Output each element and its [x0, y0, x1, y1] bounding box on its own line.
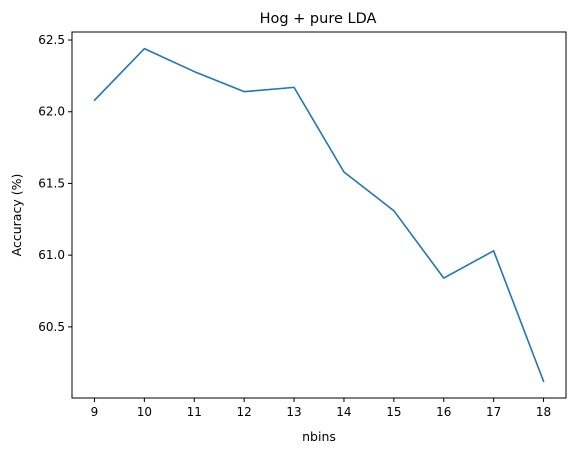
- chart-title: Hog + pure LDA: [260, 11, 377, 27]
- x-tick-label: 18: [536, 405, 551, 419]
- x-tick-label: 11: [187, 405, 202, 419]
- series-layer: [93, 47, 545, 383]
- x-tick-label: 13: [286, 405, 301, 419]
- x-tick-label: 12: [237, 405, 252, 419]
- x-tick-label: 9: [91, 405, 99, 419]
- y-tick-label: 61.0: [38, 248, 65, 262]
- x-tick-label: 14: [336, 405, 351, 419]
- plot-area: [71, 31, 567, 399]
- x-tick-label: 15: [386, 405, 401, 419]
- y-tick-label: 60.5: [38, 320, 65, 334]
- y-tick-label: 62.0: [38, 105, 65, 119]
- series-line: [93, 47, 545, 383]
- x-tick-label: 16: [436, 405, 451, 419]
- y-axis: 60.5 61.0 61.5 62.0 62.5: [38, 33, 72, 334]
- x-axis: 9 10 11 12 13 14 15 16 17 18: [91, 398, 551, 419]
- x-axis-label: nbins: [302, 429, 336, 444]
- y-tick-label: 61.5: [38, 176, 65, 190]
- x-tick-label: 10: [137, 405, 152, 419]
- x-tick-label: 17: [486, 405, 501, 419]
- y-tick-label: 62.5: [38, 33, 65, 47]
- y-axis-label: Accuracy (%): [9, 174, 24, 257]
